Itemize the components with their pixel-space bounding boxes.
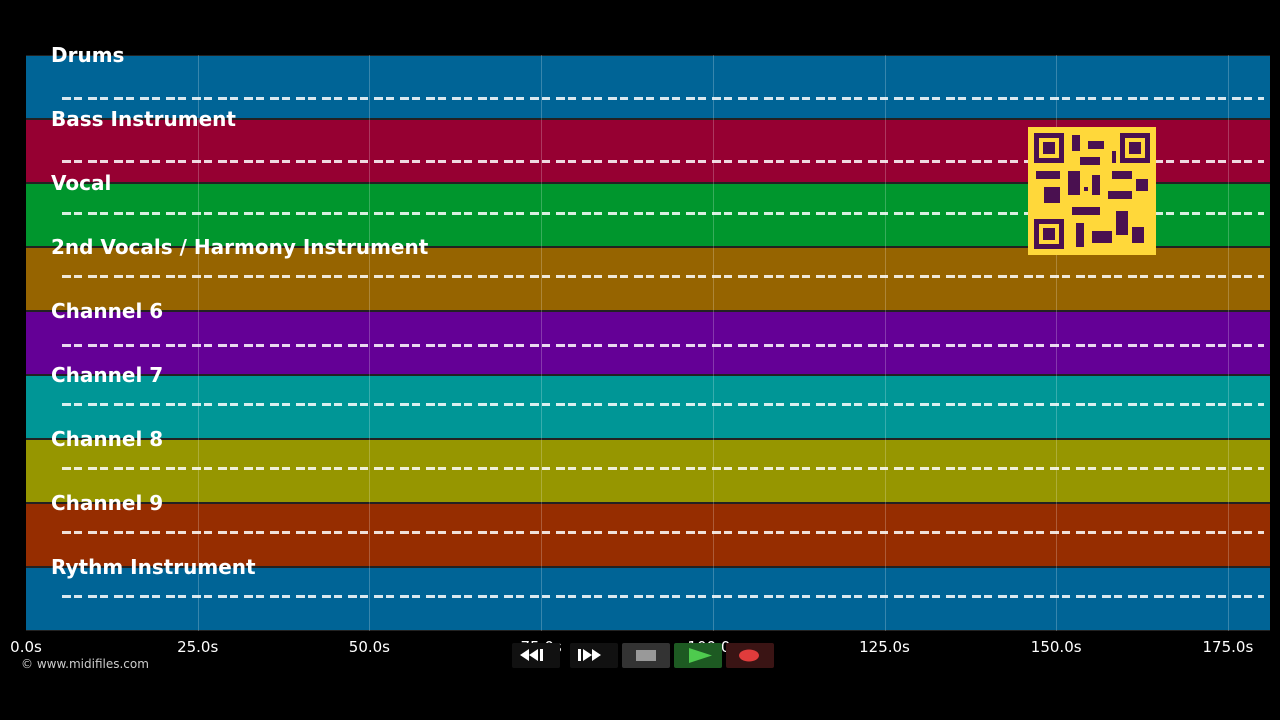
copyright: © www.midifiles.com [21,657,149,671]
track-name: Channel 9 [51,491,164,515]
track-name: Bass Instrument [51,107,236,131]
track-name: Channel 6 [51,299,164,323]
note-strip [62,344,1264,347]
record-icon [739,649,759,662]
note-strip [62,467,1264,470]
track-lane [26,55,1270,119]
time-label: 175.0s [1202,638,1254,656]
track-name: Rythm Instrument [51,555,256,579]
track-lane [26,439,1270,503]
note-strip [62,531,1264,534]
grid-line [1056,55,1058,631]
play-button[interactable] [674,643,722,668]
note-strip [62,160,1264,163]
forward-icon [578,649,601,661]
track-lane [26,311,1270,375]
track-name: Channel 7 [51,363,164,387]
track-name: 2nd Vocals / Harmony Instrument [51,235,429,259]
play-icon [689,648,712,663]
track-lane [26,375,1270,439]
track-name: Channel 8 [51,427,164,451]
stop-icon [636,650,656,661]
track-name: Drums [51,43,125,67]
qr-pattern [1034,133,1150,249]
grid-line [884,55,886,631]
note-strip [62,275,1264,278]
rewind-button[interactable] [512,643,560,668]
rewind-icon [520,649,543,661]
track-lane [26,247,1270,311]
time-label: 0.0s [10,638,42,656]
time-label: 150.0s [1030,638,1082,656]
qr-code [1028,127,1156,255]
time-label: 50.0s [348,638,390,656]
note-strip [62,403,1264,406]
note-strip [62,212,1264,215]
track-name: Vocal [51,171,112,195]
grid-line [712,55,714,631]
track-lane [26,503,1270,567]
track-lane [26,567,1270,631]
stop-button[interactable] [622,643,670,668]
note-strip [62,595,1264,598]
note-strip [62,97,1264,100]
time-label: 125.0s [859,638,910,656]
record-button[interactable] [726,643,774,668]
grid-line [197,55,199,631]
grid-line [369,55,371,631]
forward-button[interactable] [570,643,618,668]
time-label: 25.0s [177,638,219,656]
grid-line [541,55,543,631]
grid-line [1227,55,1229,631]
